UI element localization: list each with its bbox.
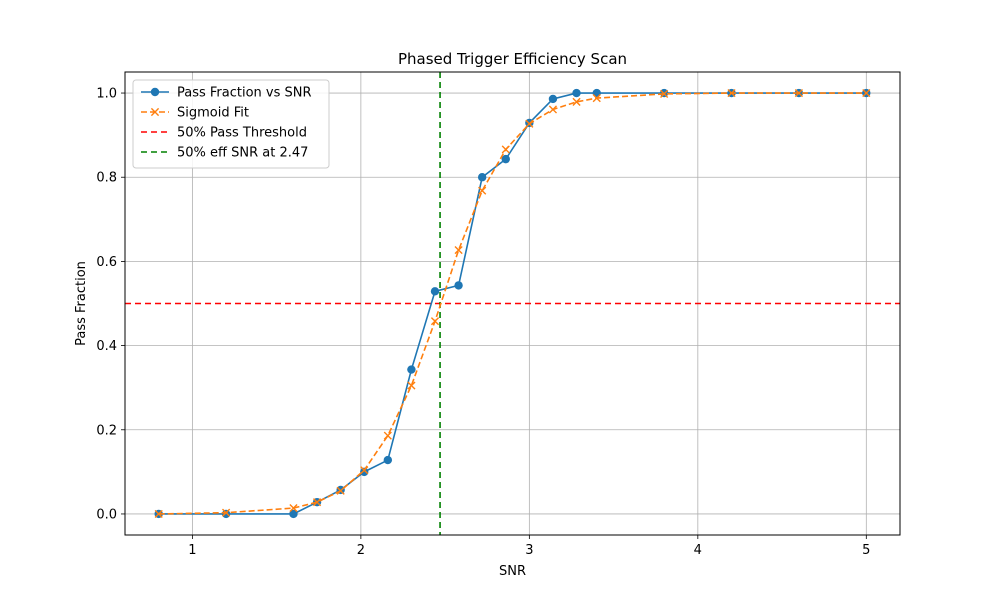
fit-point <box>336 486 345 495</box>
y-tick-label: 0.8 <box>96 171 117 186</box>
fit-point-stroke <box>862 88 871 98</box>
fit-point-stroke <box>572 97 581 106</box>
series-layer <box>154 88 871 519</box>
fit-point-stroke <box>501 145 510 154</box>
fit-point-stroke <box>312 498 322 507</box>
ticks: 1 2 3 4 5 0.0 0.2 0.4 0.6 0.8 1.0 <box>96 87 870 558</box>
fit-point-stroke <box>525 119 534 128</box>
fit-point <box>572 97 581 106</box>
fit-point <box>407 381 416 390</box>
fit-point-stroke <box>383 431 392 440</box>
fit-point-stroke <box>221 508 231 517</box>
fit-point <box>154 509 163 519</box>
y-tick-label: 0.4 <box>96 339 117 354</box>
fit-point <box>360 466 369 475</box>
legend: Pass Fraction vs SNR Sigmoid Fit 50% Pass … <box>132 79 330 169</box>
data-point <box>477 173 487 182</box>
y-tick-label: 0.2 <box>96 423 117 438</box>
fit-point-stroke <box>478 186 487 195</box>
fit-point <box>478 186 487 195</box>
fit-point <box>660 89 669 98</box>
fit-point <box>383 431 392 440</box>
y-tick-label: 0.0 <box>96 507 117 522</box>
data-point <box>572 88 581 98</box>
fit-point-stroke <box>154 509 163 519</box>
fit-point-stroke <box>454 245 463 255</box>
y-axis-label: Pass Fraction <box>74 261 89 346</box>
fit-point-stroke <box>548 105 558 114</box>
legend-marker-stroke <box>150 107 160 117</box>
data-point <box>501 154 510 164</box>
x-tick-label: 4 <box>694 543 702 558</box>
data-point <box>454 281 463 290</box>
chart-title: Phased Trigger Efficiency Scan <box>398 50 627 68</box>
data-point <box>360 467 369 477</box>
plot-frame <box>124 71 901 536</box>
fit-point-stroke <box>407 381 416 390</box>
legend-label: Sigmoid Fit <box>177 106 249 121</box>
fit-point <box>862 88 871 98</box>
legend-marker <box>150 87 160 97</box>
legend-label: Pass Fraction vs SNR <box>177 86 312 101</box>
fit-point <box>548 105 558 114</box>
data-point <box>289 509 298 519</box>
x-tick-label: 1 <box>188 543 196 558</box>
data-point <box>430 287 440 296</box>
legend-marker <box>150 107 160 117</box>
fit-point <box>289 503 298 513</box>
x-tick-label: 5 <box>862 543 870 558</box>
fit-point <box>454 245 463 255</box>
fit-point-stroke <box>336 486 345 495</box>
fit-point-stroke <box>794 88 804 98</box>
fit-point <box>221 508 231 517</box>
fit-point-stroke <box>660 89 669 98</box>
data-point <box>221 509 231 519</box>
fit-point-stroke <box>727 88 736 98</box>
x-tick-label: 2 <box>357 543 365 558</box>
x-tick-label: 3 <box>525 543 533 558</box>
fit-point-stroke <box>430 317 440 326</box>
data-point <box>383 455 393 465</box>
y-tick-label: 0.6 <box>96 255 117 270</box>
fit-point <box>312 498 322 507</box>
legend-label: 50% eff SNR at 2.47 <box>177 146 308 161</box>
fit-point-stroke <box>592 94 601 103</box>
fit-point <box>592 94 601 103</box>
x-axis-label: SNR <box>499 564 526 579</box>
fit-point <box>501 145 510 154</box>
fit-point <box>430 317 440 326</box>
legend-box <box>132 79 330 169</box>
fit-point-stroke <box>360 466 369 475</box>
fit-line <box>158 92 867 515</box>
fit-point <box>727 88 736 98</box>
legend-label: 50% Pass Threshold <box>177 126 307 141</box>
fit-point <box>525 119 534 128</box>
data-point <box>407 365 416 374</box>
fit-point-stroke <box>289 503 298 513</box>
fit-point <box>794 88 804 98</box>
data-point <box>548 94 558 104</box>
y-tick-label: 1.0 <box>96 87 117 102</box>
